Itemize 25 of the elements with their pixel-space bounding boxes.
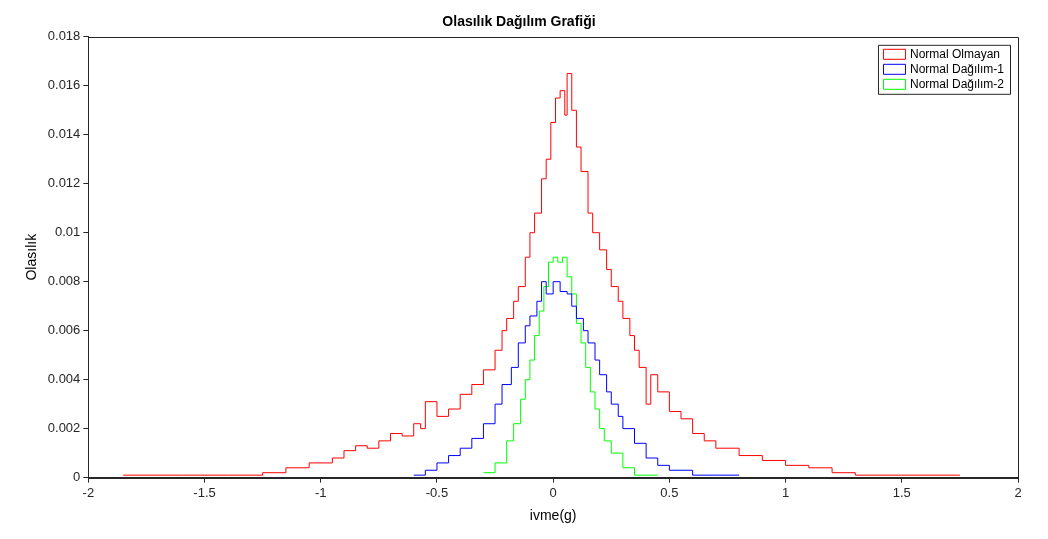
legend-label: Normal Olmayan: [909, 47, 1001, 62]
y-axis-title: Olasılık: [23, 232, 40, 281]
legend-label: Normal Dağılım-1: [909, 62, 1005, 77]
y-tick-label: 0.012: [47, 175, 81, 191]
y-tick-label: 0.004: [47, 371, 81, 387]
x-tick-label: 0.5: [660, 484, 679, 500]
legend-label: Normal Dağılım-2: [909, 77, 1005, 92]
y-tick-label: 0.01: [55, 224, 81, 240]
y-tick-label: 0.006: [47, 322, 81, 338]
y-tick-label: 0.018: [47, 28, 81, 44]
y-tick-label: 0.014: [47, 126, 81, 142]
x-tick-label: 0: [549, 484, 557, 500]
x-tick-label: 2: [1014, 484, 1022, 500]
chart-title: Olasılık Dağılım Grafiği: [442, 13, 596, 30]
x-tick-label: 1.5: [892, 484, 911, 500]
x-tick-label: -1.5: [193, 484, 216, 500]
y-tick-label: 0: [73, 469, 81, 485]
x-tick-label: 1: [781, 484, 790, 500]
y-tick-label: 0.002: [47, 420, 81, 436]
y-tick-label: 0.008: [47, 273, 81, 289]
x-tick-label: -1: [314, 484, 327, 500]
x-tick-label: -2: [82, 484, 95, 500]
y-tick-label: 0.016: [47, 77, 81, 93]
x-tick-label: -0.5: [425, 484, 449, 500]
x-axis-title: ivme(g): [529, 507, 577, 524]
